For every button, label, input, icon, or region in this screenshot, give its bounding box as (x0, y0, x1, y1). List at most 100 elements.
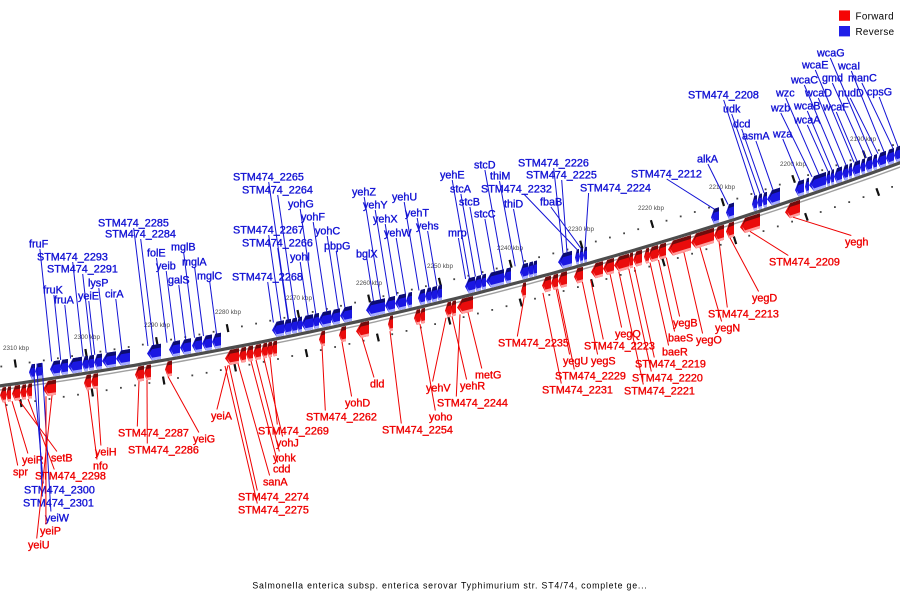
svg-text:2190 kbp: 2190 kbp (850, 136, 876, 143)
svg-text:2260 kbp: 2260 kbp (356, 280, 382, 287)
svg-text:yoho: yoho (429, 411, 452, 423)
svg-text:yeiA: yeiA (211, 410, 233, 422)
svg-text:bglX: bglX (356, 248, 378, 260)
svg-text:STM474_2254: STM474_2254 (382, 424, 453, 436)
svg-text:STM474_2220: STM474_2220 (632, 372, 703, 384)
svg-text:STM474_2265: STM474_2265 (233, 171, 304, 183)
svg-text:STM474_2286: STM474_2286 (128, 444, 199, 456)
svg-text:STM474_2212: STM474_2212 (631, 168, 702, 180)
svg-text:pbpG: pbpG (324, 240, 350, 252)
svg-text:yeiH: yeiH (95, 446, 117, 458)
svg-text:fbaB: fbaB (540, 196, 562, 208)
svg-text:wcaB: wcaB (793, 100, 820, 112)
svg-text:STM474_2298: STM474_2298 (35, 470, 106, 482)
svg-text:STM474_2284: STM474_2284 (105, 228, 176, 240)
svg-text:2290 kbp: 2290 kbp (144, 322, 170, 329)
svg-text:yehY: yehY (363, 199, 388, 211)
svg-text:fruA: fruA (54, 294, 75, 306)
svg-text:2270 kbp: 2270 kbp (286, 295, 312, 302)
svg-text:dld: dld (370, 378, 384, 390)
svg-text:wcaE: wcaE (801, 59, 828, 71)
svg-text:yegQ: yegQ (615, 328, 641, 340)
svg-text:STM474_2264: STM474_2264 (242, 184, 313, 196)
svg-text:stcA: stcA (450, 183, 472, 195)
svg-text:yehR: yehR (460, 380, 485, 392)
svg-text:STM474_2268: STM474_2268 (232, 271, 303, 283)
svg-text:yegS: yegS (591, 355, 616, 367)
svg-text:STM474_2232: STM474_2232 (481, 183, 552, 195)
svg-text:yohl: yohl (290, 251, 310, 263)
svg-text:yeiG: yeiG (193, 433, 215, 445)
svg-text:yegh: yegh (845, 236, 868, 248)
svg-text:STM474_2223: STM474_2223 (584, 340, 655, 352)
svg-text:STM474_2213: STM474_2213 (708, 308, 779, 320)
svg-text:yehX: yehX (373, 213, 398, 225)
svg-text:STM474_2225: STM474_2225 (526, 169, 597, 181)
svg-text:yeiE: yeiE (78, 290, 99, 302)
svg-text:yegN: yegN (715, 322, 740, 334)
svg-text:cirA: cirA (105, 288, 124, 300)
svg-text:mrp: mrp (448, 227, 467, 239)
svg-text:STM474_2209: STM474_2209 (769, 256, 840, 268)
svg-text:udk: udk (723, 103, 741, 115)
svg-text:yeiU: yeiU (28, 539, 50, 551)
svg-text:STM474_2219: STM474_2219 (635, 358, 706, 370)
svg-text:STM474_2262: STM474_2262 (306, 411, 377, 423)
svg-text:STM474_2235: STM474_2235 (498, 337, 569, 349)
svg-text:Salmonella enterica subsp. ent: Salmonella enterica subsp. enterica sero… (252, 581, 647, 591)
svg-text:yohk: yohk (273, 452, 296, 464)
svg-text:galS: galS (168, 274, 190, 286)
svg-text:sanA: sanA (263, 476, 288, 488)
svg-text:STM474_2275: STM474_2275 (238, 504, 309, 516)
svg-text:thiM: thiM (490, 170, 510, 182)
svg-text:Forward: Forward (856, 11, 894, 22)
svg-text:STM474_2287: STM474_2287 (118, 427, 189, 439)
svg-text:wzc: wzc (775, 87, 795, 99)
svg-text:wcaA: wcaA (793, 114, 821, 126)
svg-text:yehV: yehV (426, 382, 451, 394)
svg-text:baeR: baeR (662, 346, 688, 358)
svg-text:2240 kbp: 2240 kbp (497, 245, 523, 252)
svg-text:stcD: stcD (474, 159, 496, 171)
svg-text:yegB: yegB (673, 317, 698, 329)
svg-text:yeib: yeib (156, 260, 176, 272)
svg-text:wcaC: wcaC (790, 74, 818, 86)
svg-text:2220 kbp: 2220 kbp (638, 205, 664, 212)
svg-text:asmA: asmA (742, 130, 770, 142)
svg-text:stcB: stcB (459, 196, 480, 208)
svg-text:yohD: yohD (345, 397, 370, 409)
svg-text:STM474_2266: STM474_2266 (242, 237, 313, 249)
svg-text:STM474_2229: STM474_2229 (555, 370, 626, 382)
svg-text:yehZ: yehZ (352, 186, 376, 198)
svg-text:yohF: yohF (301, 211, 325, 223)
svg-text:yegD: yegD (752, 292, 777, 304)
svg-text:2210 kbp: 2210 kbp (709, 184, 735, 191)
svg-text:yehW: yehW (384, 227, 412, 239)
svg-text:STM474_2267: STM474_2267 (233, 224, 304, 236)
svg-text:wza: wza (772, 128, 792, 140)
svg-text:STM474_2269: STM474_2269 (258, 425, 329, 437)
svg-text:yohG: yohG (288, 198, 314, 210)
svg-text:mglA: mglA (182, 256, 207, 268)
svg-text:alkA: alkA (697, 153, 719, 165)
svg-text:setB: setB (51, 452, 73, 464)
svg-text:cpsG: cpsG (867, 86, 892, 98)
svg-text:stcC: stcC (474, 208, 496, 220)
svg-text:2300 kbp: 2300 kbp (74, 334, 100, 341)
svg-text:dcd: dcd (733, 118, 750, 130)
svg-text:yeiR: yeiR (22, 454, 44, 466)
svg-text:yehT: yehT (405, 207, 429, 219)
svg-text:yohC: yohC (315, 225, 340, 237)
svg-text:nfo: nfo (93, 460, 108, 472)
svg-text:STM474_2244: STM474_2244 (437, 397, 508, 409)
svg-text:STM474_2285: STM474_2285 (98, 217, 169, 229)
svg-text:2280 kbp: 2280 kbp (215, 309, 241, 316)
svg-text:STM474_2291: STM474_2291 (47, 263, 118, 275)
svg-text:yohJ: yohJ (276, 437, 299, 449)
svg-text:2250 kbp: 2250 kbp (427, 263, 453, 270)
svg-text:2310 kbp: 2310 kbp (3, 345, 29, 352)
svg-text:yeiW: yeiW (45, 512, 70, 524)
svg-text:fruF: fruF (29, 238, 49, 250)
svg-text:STM474_2224: STM474_2224 (580, 182, 651, 194)
svg-text:STM474_2274: STM474_2274 (238, 491, 309, 503)
